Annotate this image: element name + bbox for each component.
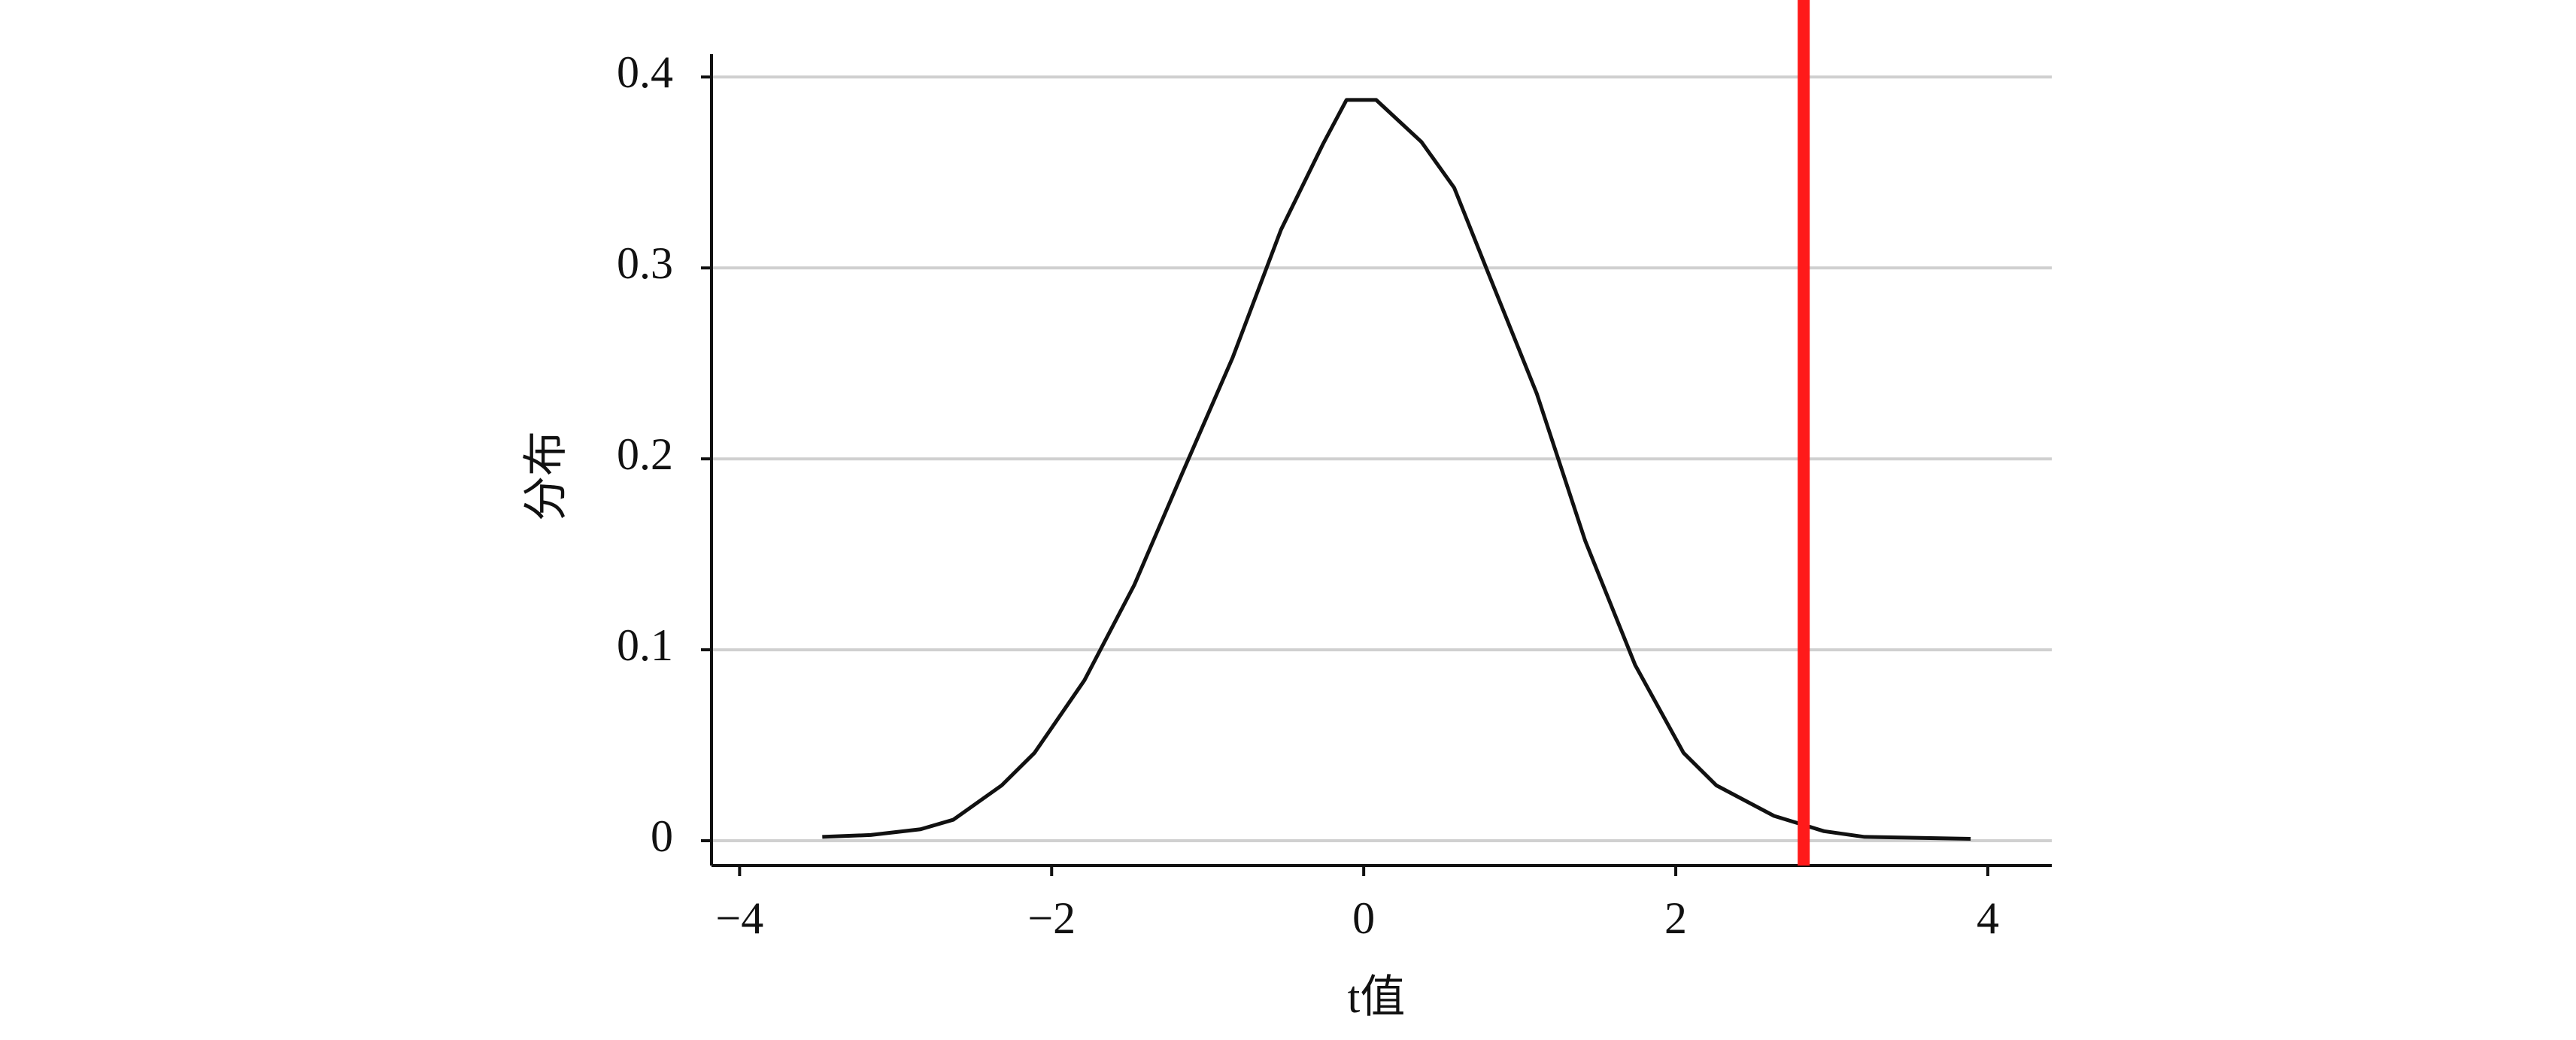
y-tick-label: 0.2 <box>617 429 673 479</box>
density-line <box>822 98 1971 841</box>
x-axis-label: t值 <box>1348 972 1406 1022</box>
x-tick-label: 2 <box>1664 893 1687 943</box>
x-tick-label: −2 <box>1027 893 1076 943</box>
x-tick-label: −4 <box>715 893 763 943</box>
x-tick-label: 4 <box>1977 893 1999 943</box>
y-tick-label: 0.3 <box>617 238 673 288</box>
x-tick-label: 0 <box>1352 893 1375 943</box>
y-tick-label: 0.4 <box>617 47 673 97</box>
y-axis-label: 分布 <box>521 431 571 521</box>
y-tick-label: 0.1 <box>617 620 673 670</box>
y-tick-label: 0 <box>651 811 673 861</box>
